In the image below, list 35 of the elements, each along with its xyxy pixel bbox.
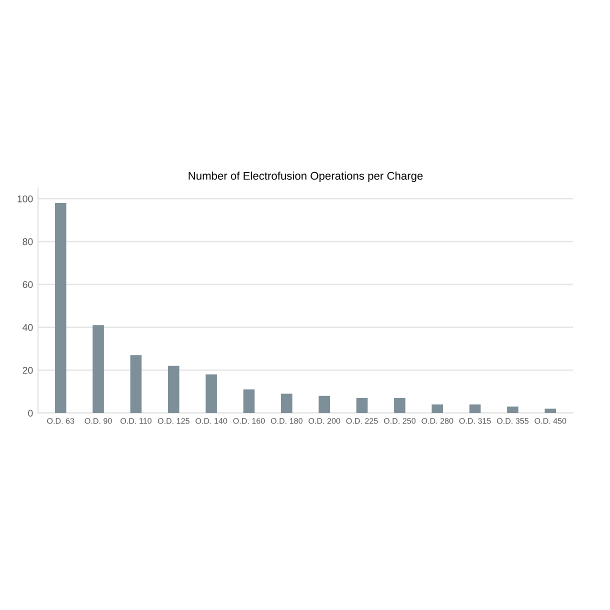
y-tick-label: 80 (22, 238, 33, 246)
y-tick-label: 0 (28, 410, 33, 417)
bar (469, 404, 481, 413)
bar (432, 404, 444, 413)
bar (54, 203, 66, 413)
x-tick-label: O.D. 90 (84, 418, 112, 424)
x-tick-label: O.D. 140 (196, 418, 228, 424)
bar (130, 355, 142, 413)
y-tick-label: 60 (22, 281, 33, 288)
y-tick-label: 100 (18, 195, 33, 202)
bar (318, 396, 330, 413)
bar (92, 325, 104, 413)
x-tick-label: O.D. 280 (422, 418, 454, 424)
bar (281, 394, 292, 413)
bar (507, 406, 518, 413)
bar (356, 398, 368, 413)
x-tick-label: O.D. 200 (308, 418, 340, 424)
y-tick-label: 20 (22, 366, 33, 374)
x-tick-label: O.D. 250 (384, 418, 416, 424)
x-tick-label: O.D. 125 (158, 418, 190, 424)
bar (206, 374, 217, 413)
bar (544, 408, 556, 413)
x-tick-label: O.D. 110 (120, 418, 152, 424)
chart-title: Number of Electrofusion Operations per Charge (188, 172, 423, 182)
x-tick-label: O.D. 450 (534, 418, 566, 424)
x-tick-label: O.D. 160 (233, 418, 265, 424)
bar (394, 398, 406, 413)
y-tick-label: 40 (22, 324, 33, 331)
bar (243, 389, 255, 413)
bar (168, 366, 180, 413)
x-tick-label: O.D. 180 (270, 418, 302, 424)
x-tick-label: O.D. 355 (496, 418, 528, 424)
x-tick-label: O.D. 225 (346, 418, 378, 424)
x-tick-label: O.D. 315 (459, 418, 491, 424)
x-tick-label: O.D. 63 (47, 418, 74, 424)
